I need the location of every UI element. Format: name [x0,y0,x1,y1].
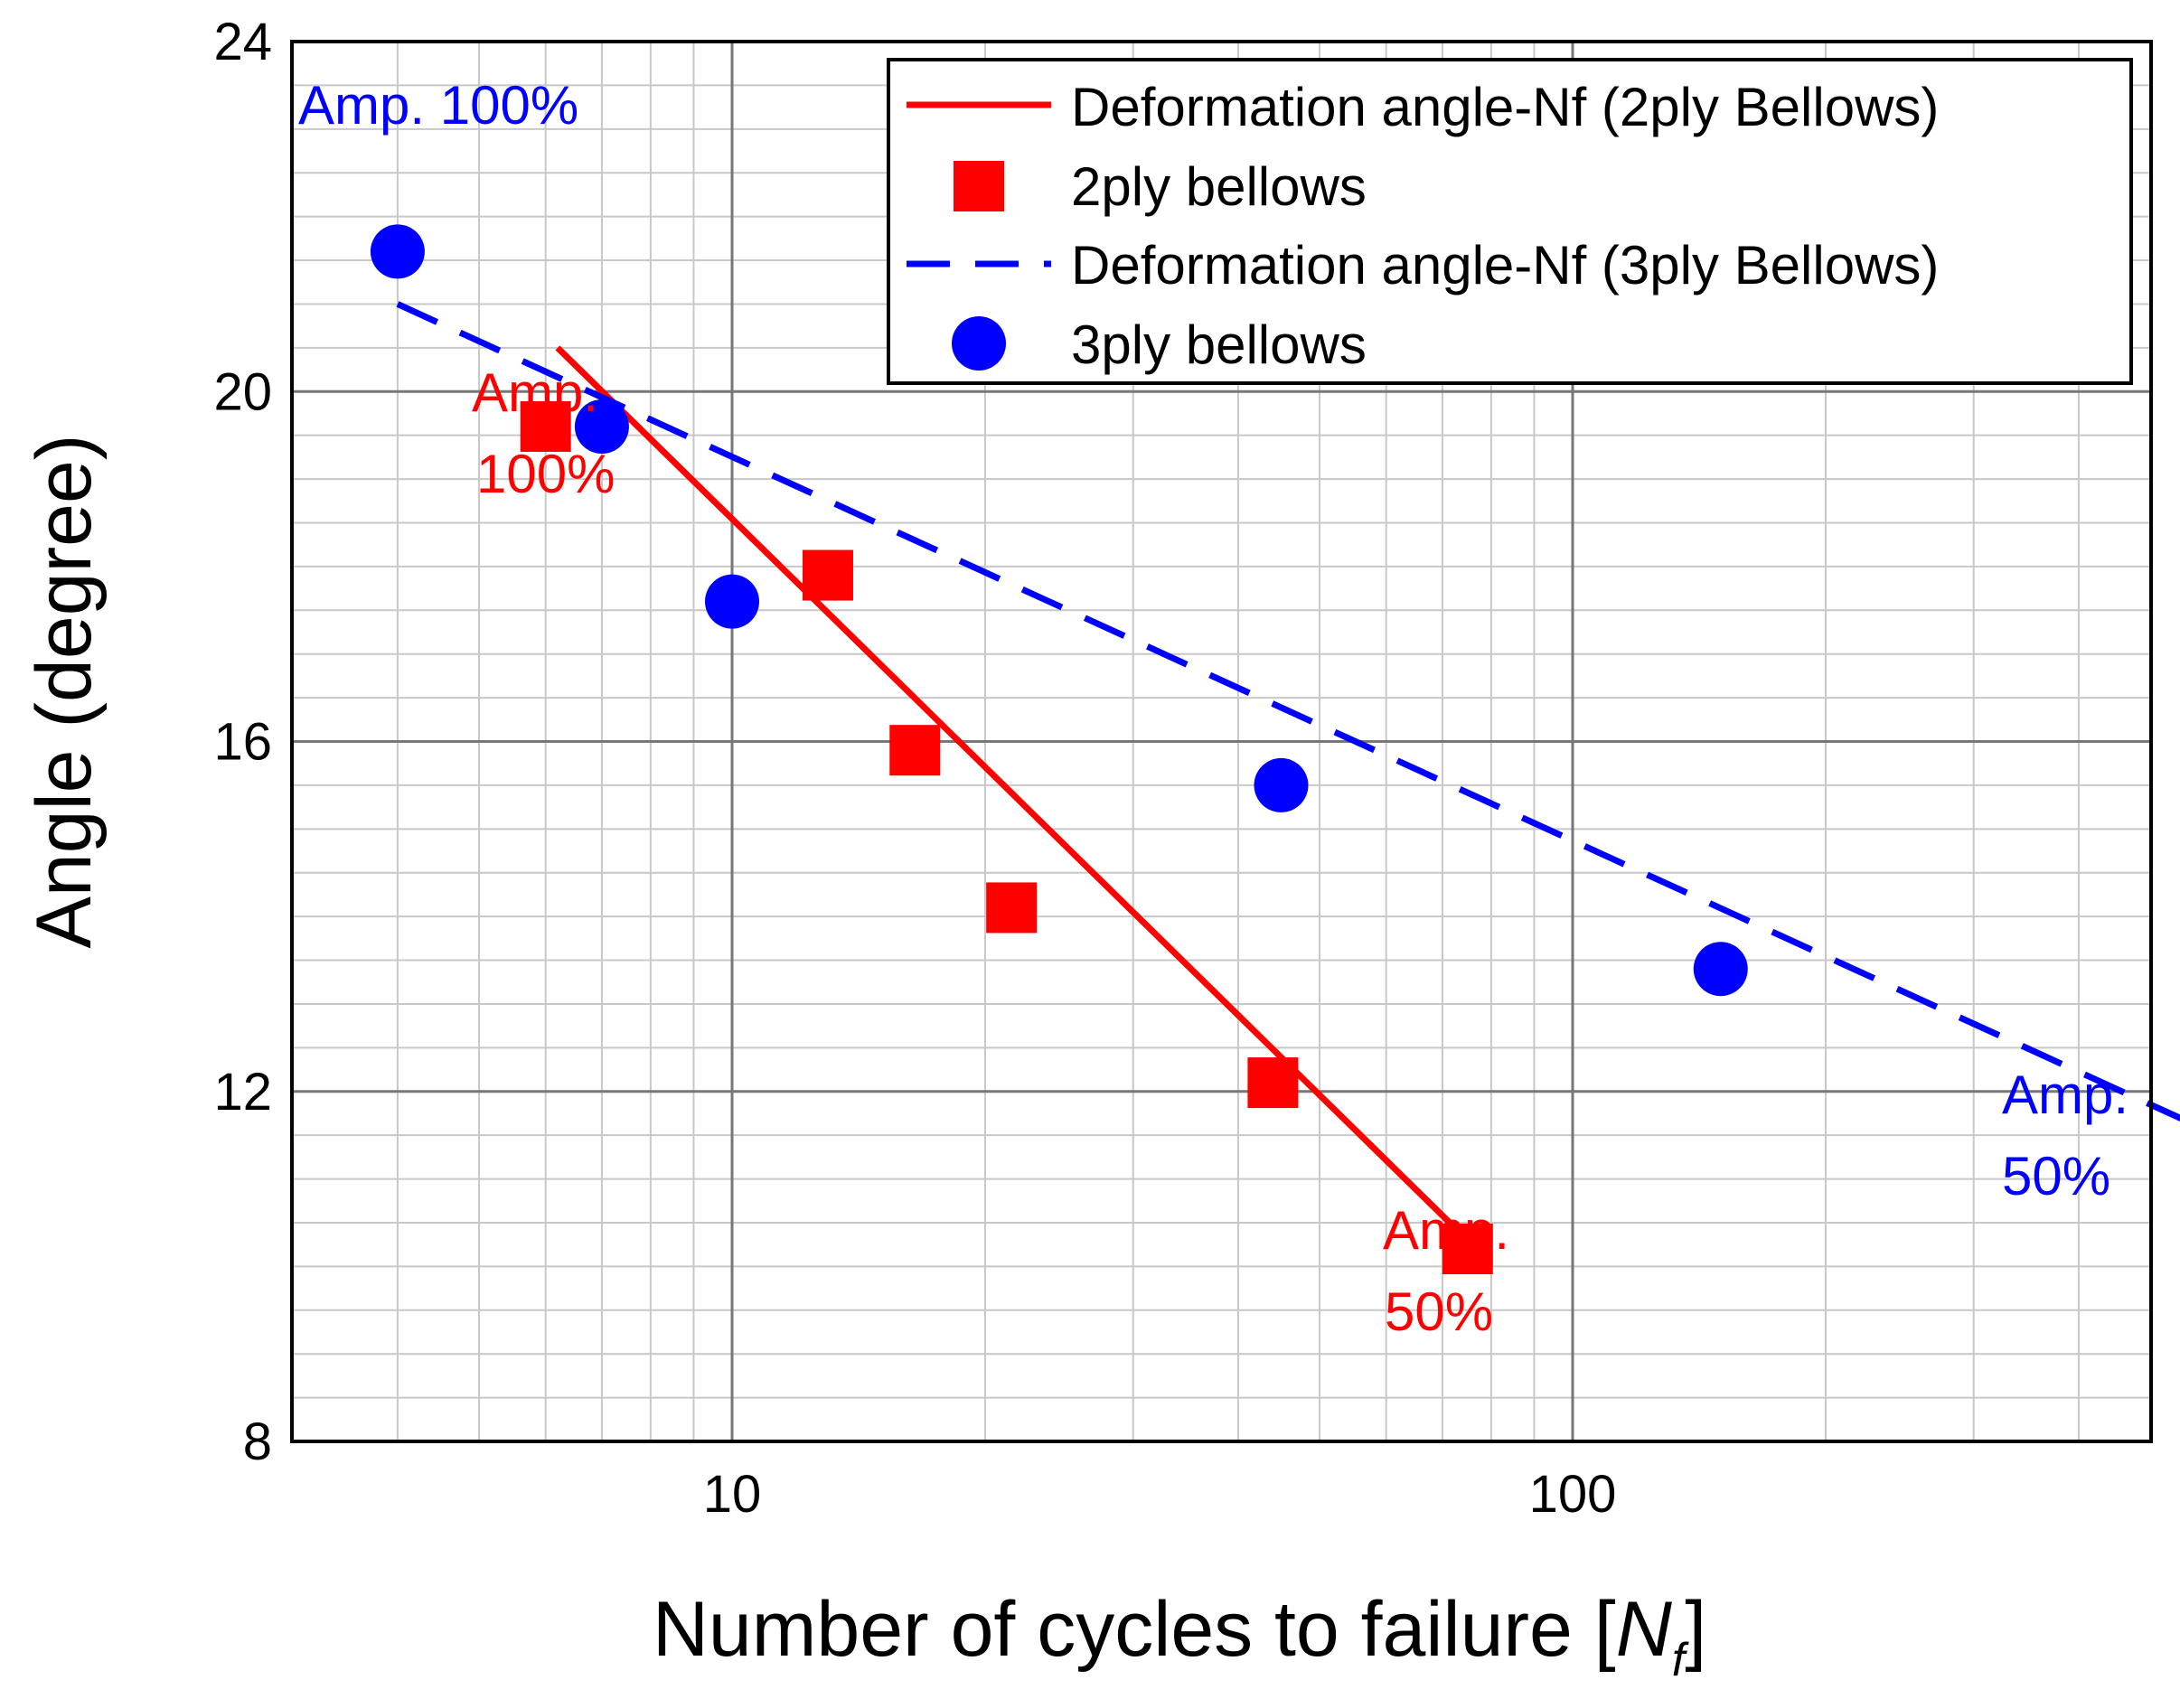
y-axis-title: Angle (degree) [21,435,108,949]
marker-2ply-5 [1247,1057,1299,1109]
annotation-blue-amp-50: Amp. 50% [2002,1065,2144,1206]
legend-label-2ply-line: Deformation angle-Nf (2ply Bellows) [1071,77,1939,137]
x-tick-label: 100 [1529,1465,1617,1524]
legend-swatch-3ply-marker [952,316,1006,371]
y-tick-label: 12 [213,1063,272,1121]
x-axis-title: Number of cycles to failure [Nf] [653,1586,1706,1686]
marker-2ply-2 [802,549,853,601]
annotation-red-amp-100: Amp. 100% [472,362,615,504]
legend-swatch-2ply-marker [954,161,1004,211]
legend-label-3ply-line: Deformation angle-Nf (3ply Bellows) [1071,235,1939,296]
series-line-2ply [555,345,1471,1243]
y-tick-labels: 8 12 16 20 24 [213,13,272,1471]
data-markers [370,224,1748,1275]
marker-2ply-3 [889,725,941,776]
marker-3ply-5 [1693,942,1748,997]
marker-3ply-4 [1254,757,1309,812]
marker-2ply-1 [520,400,571,452]
marker-2ply-6 [1442,1224,1493,1275]
fit-lines [396,301,2180,1243]
annotation-blue-amp-100: Amp. 100% [298,75,578,136]
x-tick-labels: 10 100 [703,1465,1617,1524]
x-tick-label: 10 [703,1465,762,1524]
y-tick-label: 8 [243,1412,272,1471]
y-tick-label: 24 [213,13,272,71]
y-tick-label: 16 [213,713,272,772]
y-tick-label: 20 [213,362,272,421]
legend-label-3ply-marker: 3ply bellows [1071,314,1367,375]
legend-label-2ply-marker: 2ply bellows [1071,156,1367,217]
marker-3ply-3 [705,574,759,629]
legend-box [887,58,2133,385]
legend: Deformation angle-Nf (2ply Bellows) 2ply… [887,58,2133,385]
marker-3ply-2 [574,399,629,454]
marker-2ply-4 [986,882,1038,934]
annotation-red-amp-50: Amp. 50% [1383,1200,1525,1342]
marker-3ply-1 [370,224,425,279]
plot-frame [290,40,2153,1443]
